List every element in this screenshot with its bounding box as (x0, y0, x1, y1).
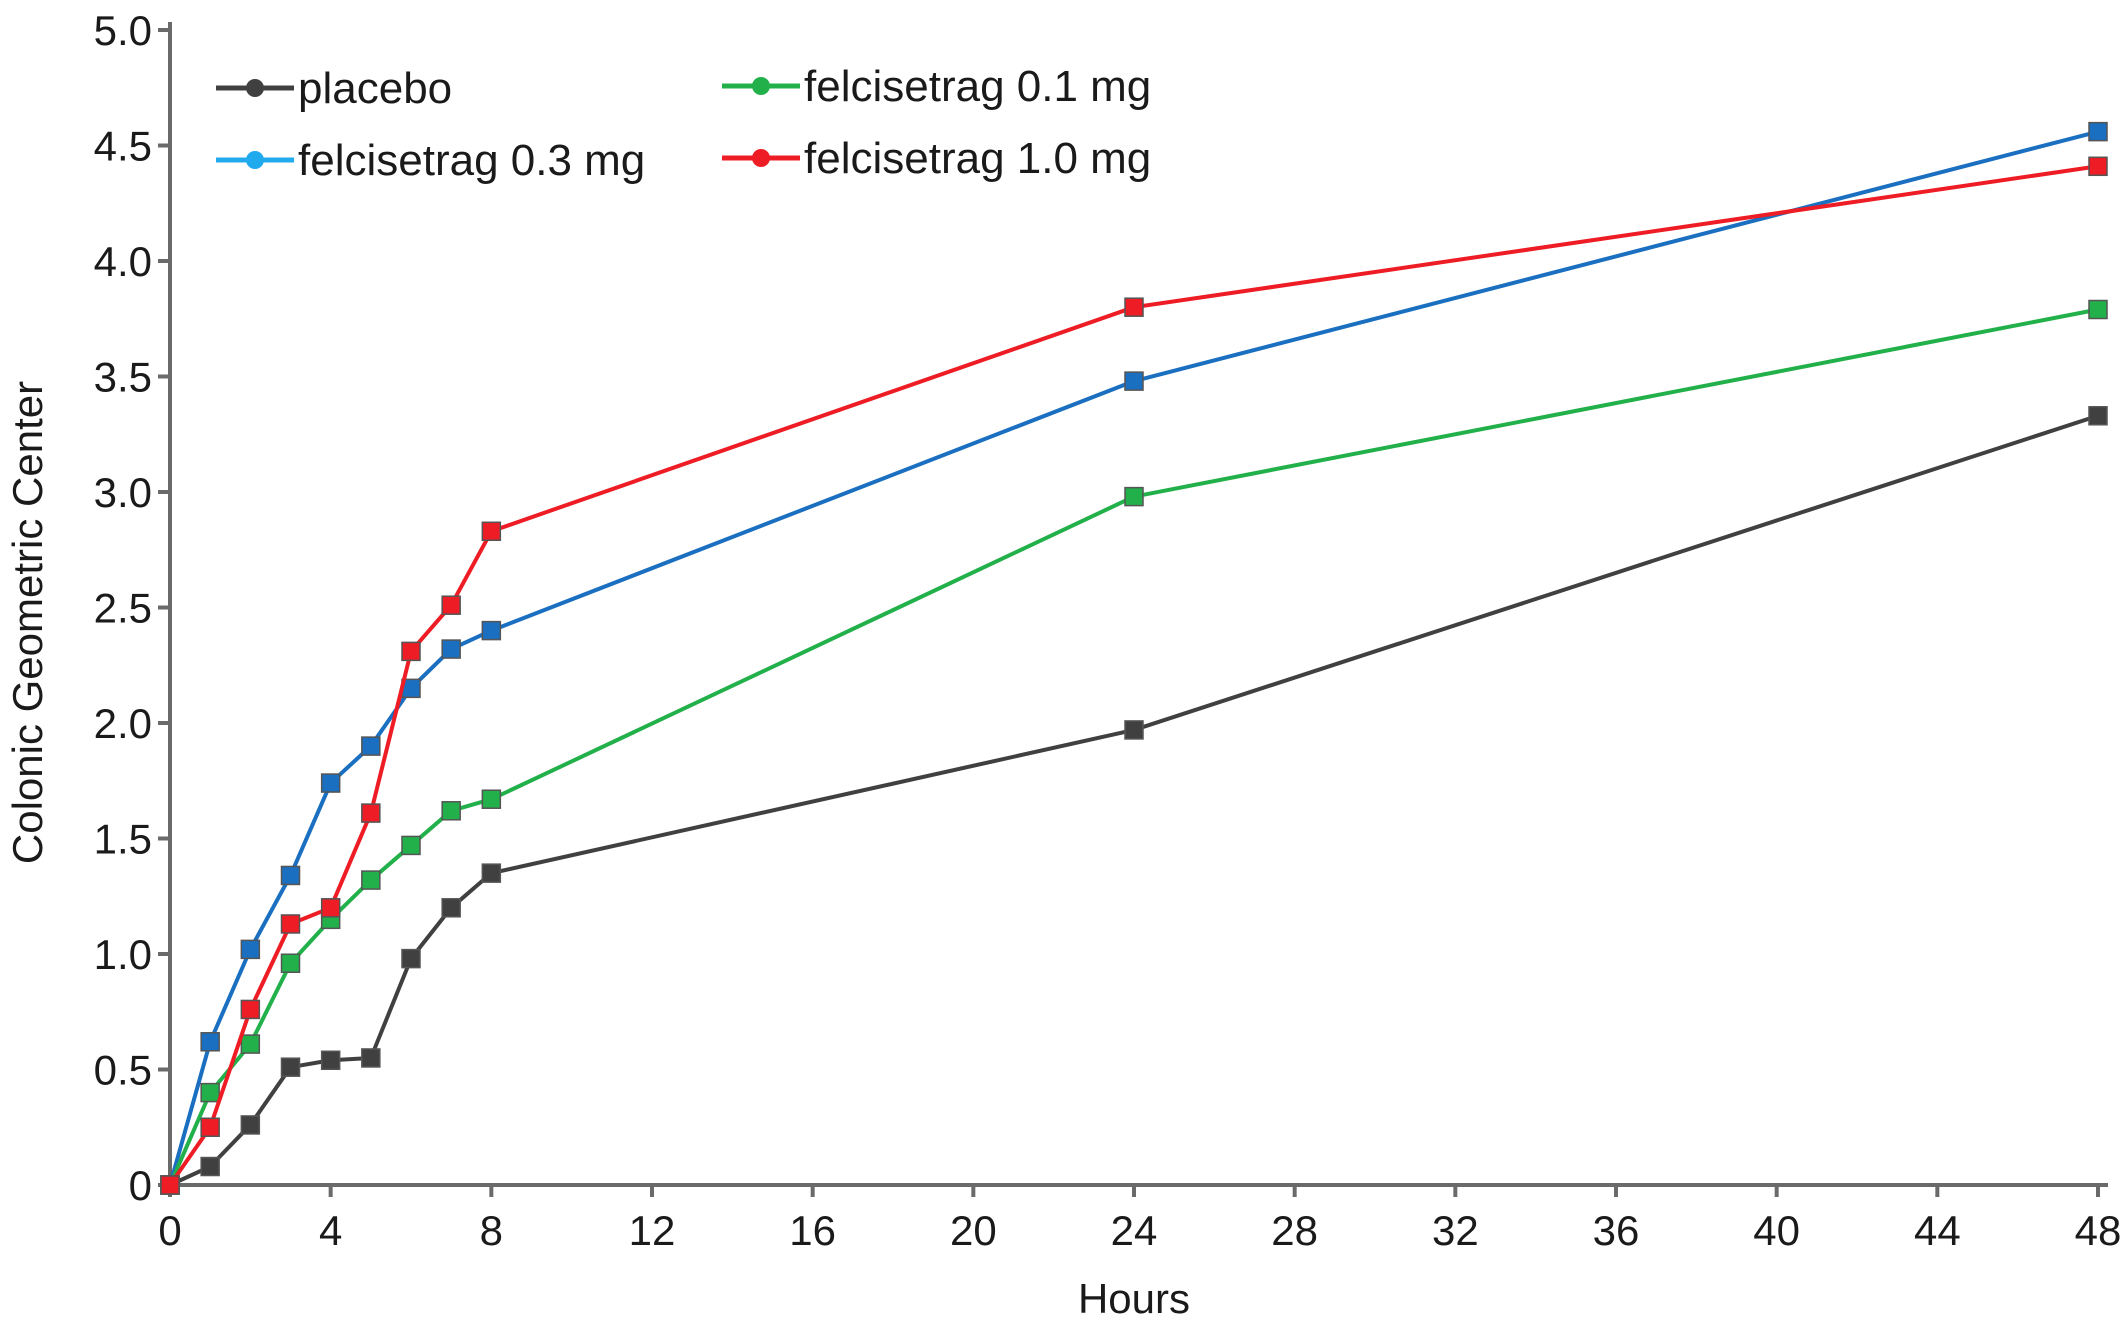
data-point (200, 1117, 220, 1137)
data-point (2088, 121, 2108, 142)
series-2 (160, 299, 2108, 1195)
data-point (441, 898, 461, 918)
x-tick-label: 24 (1111, 1207, 1158, 1254)
legend-item: felcisetrag 0.3 mg (216, 136, 645, 185)
y-axis: 0 0.5 1.0 1.5 2.0 2.5 3.0 3.5 4.0 4.5 5.0 Colonic … (4, 7, 172, 1209)
legend-swatch-marker (752, 77, 770, 95)
x-tick-labels: 0 4 8 12 16 20 24 28 32 36 40 44 48 (158, 1185, 2121, 1254)
data-point (320, 898, 341, 918)
y-tick-label: 2.5 (94, 585, 152, 632)
x-tick-label: 8 (480, 1207, 503, 1254)
data-point (481, 620, 502, 641)
data-point (240, 1034, 261, 1054)
data-point (200, 1032, 220, 1052)
data-point (401, 641, 421, 662)
legend-item: felcisetrag 0.1 mg (722, 62, 1151, 111)
data-point (2088, 156, 2108, 177)
x-axis: 0 4 8 12 16 20 24 28 32 36 40 44 48 Hours (158, 1183, 2121, 1322)
series-line (169, 413, 2099, 1187)
y-tick-label: 4.5 (94, 123, 152, 170)
data-point (481, 521, 502, 542)
data-point (2088, 406, 2108, 426)
data-point (1124, 297, 1144, 317)
data-point (240, 999, 261, 1020)
y-tick-label: 3.5 (94, 354, 152, 401)
data-point (1124, 720, 1144, 740)
y-tick-labels: 0 0.5 1.0 1.5 2.0 2.5 3.0 3.5 4.0 4.5 5.0 (94, 7, 170, 1209)
data-point (361, 736, 381, 756)
x-axis-label: Hours (1078, 1275, 1190, 1322)
data-point (240, 1115, 261, 1135)
data-point (401, 948, 421, 969)
data-point (441, 595, 461, 615)
data-point (200, 1082, 220, 1103)
y-tick-label: 4.0 (94, 238, 152, 285)
legend: placebo felcisetrag 0.3 mg felcisetrag 0.1… (216, 62, 1151, 185)
data-point (2088, 299, 2108, 320)
data-point (280, 865, 301, 886)
y-tick-label: 0 (129, 1162, 152, 1209)
x-tick-label: 20 (950, 1207, 997, 1254)
y-tick-label: 3.0 (94, 469, 152, 516)
data-point (361, 870, 381, 890)
data-point (361, 1048, 381, 1068)
data-point (320, 773, 341, 793)
legend-swatch-marker (752, 149, 770, 167)
x-tick-label: 16 (789, 1207, 836, 1254)
series-line (168, 164, 2099, 1187)
data-point (481, 863, 502, 883)
data-point (200, 1156, 220, 1177)
data-point (401, 835, 421, 856)
y-tick-label: 1.0 (94, 931, 152, 978)
series-0 (160, 406, 2108, 1195)
x-tick-label: 36 (1593, 1207, 1640, 1254)
x-tick-label: 48 (2075, 1207, 2122, 1254)
plot-area (160, 121, 2108, 1195)
data-point (240, 939, 261, 960)
data-point (1124, 486, 1144, 507)
data-point (481, 789, 502, 809)
y-tick-label: 0.5 (94, 1047, 152, 1094)
data-point (280, 953, 301, 973)
data-point (280, 1057, 301, 1077)
legend-item: felcisetrag 1.0 mg (722, 134, 1151, 183)
legend-item: placebo (216, 64, 452, 113)
legend-label: placebo (298, 64, 452, 113)
x-tick-label: 44 (1914, 1207, 1961, 1254)
y-tick-label: 1.5 (94, 816, 152, 863)
legend-label: felcisetrag 0.3 mg (298, 136, 645, 185)
data-point (441, 639, 461, 659)
legend-swatch-marker (246, 79, 264, 97)
y-tick-label: 5.0 (94, 7, 152, 54)
data-point (320, 1050, 341, 1071)
data-point (160, 1175, 180, 1195)
x-tick-label: 32 (1432, 1207, 1479, 1254)
legend-swatch-marker (246, 151, 264, 169)
x-tick-label: 12 (629, 1207, 676, 1254)
data-point (441, 801, 461, 821)
data-point (1124, 371, 1144, 391)
series-line (168, 307, 2099, 1186)
series-1 (160, 121, 2108, 1195)
legend-label: felcisetrag 0.1 mg (804, 62, 1151, 111)
data-point (280, 914, 301, 934)
data-point (361, 803, 381, 823)
y-tick-label: 2.0 (94, 700, 152, 747)
x-tick-label: 28 (1271, 1207, 1318, 1254)
series-3 (160, 156, 2108, 1195)
x-tick-label: 4 (319, 1207, 342, 1254)
x-tick-label: 0 (158, 1207, 181, 1254)
x-tick-label: 40 (1753, 1207, 1800, 1254)
y-axis-label: Colonic Geometric Center (4, 381, 51, 864)
legend-label: felcisetrag 1.0 mg (804, 134, 1151, 183)
